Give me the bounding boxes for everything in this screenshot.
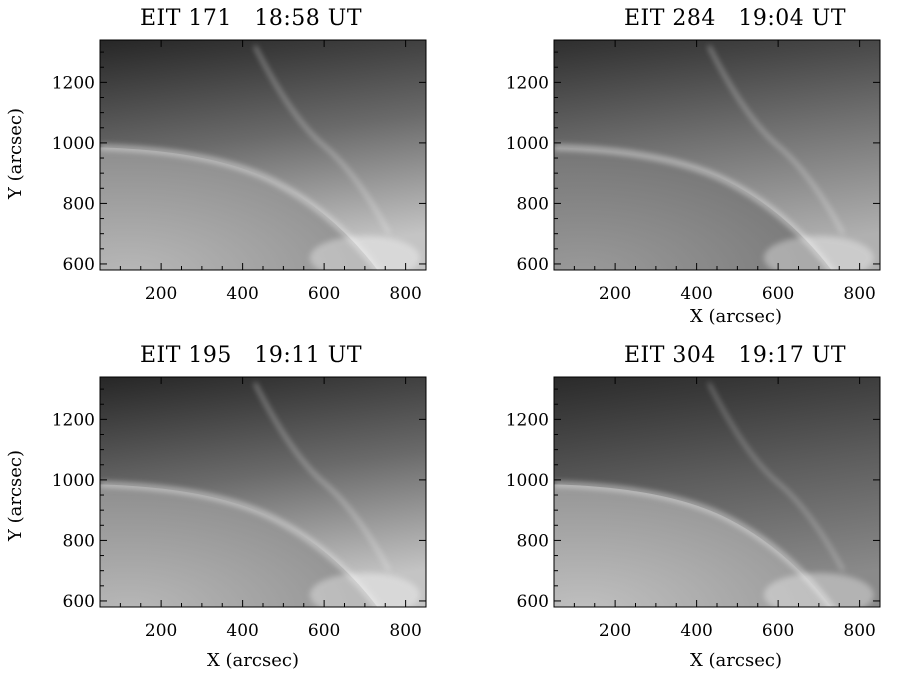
panel-title: EIT 195 19:11 UT	[140, 343, 362, 368]
panel-eit-304: EIT 304 19:17 UT X (arcsec) 200 400 600 800…	[454, 337, 908, 674]
x-tick-label: 400	[226, 284, 258, 304]
solar-disk	[554, 484, 832, 607]
erupting-filament	[707, 45, 845, 235]
active-region	[309, 572, 420, 607]
y-tick-label: 1200	[52, 410, 95, 430]
y-tick-label: 600	[63, 255, 95, 275]
y-tick-label: 1200	[506, 73, 549, 93]
x-tick-label: 600	[308, 284, 340, 304]
erupting-filament	[253, 382, 391, 572]
y-tick-label: 1000	[506, 134, 549, 154]
y-tick-label: 600	[63, 592, 95, 612]
solar-disk	[554, 147, 832, 270]
x-tick-label: 600	[762, 621, 794, 641]
solar-disk	[100, 147, 378, 270]
panel-title: EIT 304 19:17 UT	[624, 343, 846, 368]
x-tick-label: 400	[680, 284, 712, 304]
x-tick-label: 600	[308, 621, 340, 641]
solar-image-plot: 200 400 600 800 600 800 1000 1200	[52, 376, 427, 641]
y-tick-label: 600	[517, 255, 549, 275]
panel-title: EIT 284 19:04 UT	[624, 6, 846, 31]
panel-title: EIT 171 18:58 UT	[140, 6, 362, 31]
panel-eit-195: EIT 195 19:11 UT Y (arcsec) X (arcsec) 2…	[0, 337, 454, 674]
x-axis-label: X (arcsec)	[207, 650, 299, 671]
active-region	[763, 572, 874, 607]
solar-image-plot: 200 400 600 800 600 800 1000 1200	[52, 39, 427, 304]
x-tick-label: 200	[599, 621, 631, 641]
y-tick-label: 800	[517, 194, 549, 214]
y-tick-label: 600	[517, 592, 549, 612]
y-tick-label: 800	[63, 194, 95, 214]
x-tick-label: 800	[389, 621, 421, 641]
active-region	[309, 235, 420, 270]
x-tick-label: 200	[145, 284, 177, 304]
solar-disk	[100, 484, 378, 607]
y-tick-label: 800	[517, 531, 549, 551]
x-tick-label: 200	[599, 284, 631, 304]
panel-eit-284: EIT 284 19:04 UT X (arcsec) 200 400 600 800…	[454, 0, 908, 337]
y-tick-label: 1000	[52, 471, 95, 491]
solar-image-plot: 200 400 600 800 600 800 1000 1200	[506, 39, 881, 304]
x-axis-label: X (arcsec)	[690, 306, 782, 327]
y-tick-label: 1200	[52, 73, 95, 93]
erupting-filament	[707, 382, 845, 572]
solar-image-plot: 200 400 600 800 600 800 1000 1200	[506, 376, 881, 641]
panel-eit-171: EIT 171 18:58 UT Y (arcsec) 200 400 600 800…	[0, 0, 454, 337]
x-tick-label: 800	[843, 284, 875, 304]
y-tick-label: 1000	[52, 134, 95, 154]
x-tick-label: 800	[389, 284, 421, 304]
erupting-filament	[253, 45, 391, 235]
x-tick-label: 800	[843, 621, 875, 641]
x-tick-label: 400	[680, 621, 712, 641]
x-tick-label: 200	[145, 621, 177, 641]
x-axis-label: X (arcsec)	[690, 650, 782, 671]
x-tick-label: 400	[226, 621, 258, 641]
y-tick-label: 1200	[506, 410, 549, 430]
y-tick-label: 1000	[506, 471, 549, 491]
y-tick-label: 800	[63, 531, 95, 551]
active-region	[763, 235, 874, 270]
x-tick-label: 600	[762, 284, 794, 304]
